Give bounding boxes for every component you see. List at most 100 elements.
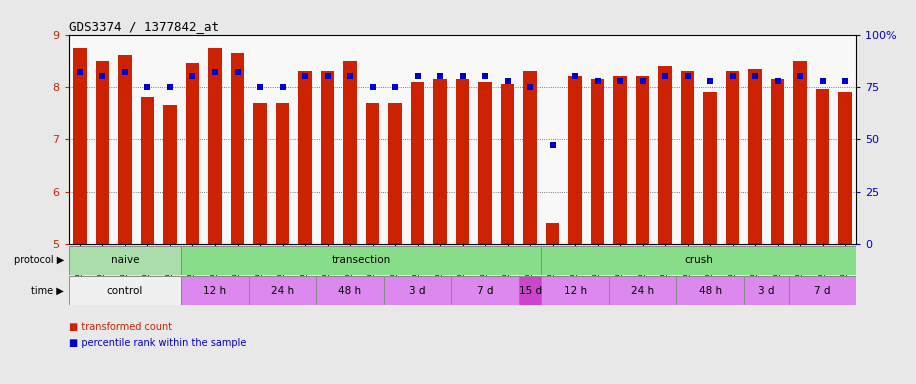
Point	[230, 69, 245, 75]
Bar	[299, 71, 311, 244]
Bar	[456, 79, 469, 244]
Point	[815, 78, 830, 84]
Point	[163, 84, 178, 90]
Bar	[316, 276, 384, 305]
Point	[410, 73, 425, 79]
Bar	[344, 61, 357, 244]
Bar	[725, 71, 739, 244]
Bar	[748, 69, 762, 244]
Bar	[659, 66, 672, 244]
Text: transection: transection	[332, 255, 391, 265]
Text: 3 d: 3 d	[409, 286, 426, 296]
Bar	[541, 276, 609, 305]
Point	[523, 84, 538, 90]
Point	[703, 78, 717, 84]
Point	[365, 84, 380, 90]
Bar	[541, 246, 856, 275]
Point	[500, 78, 515, 84]
Point	[478, 73, 493, 79]
Bar	[518, 276, 541, 305]
Text: 48 h: 48 h	[699, 286, 722, 296]
Bar	[95, 61, 109, 244]
Bar	[501, 84, 515, 244]
Bar	[73, 48, 87, 244]
Bar	[744, 276, 789, 305]
Point	[770, 78, 785, 84]
Point	[838, 78, 853, 84]
Bar	[676, 276, 744, 305]
Bar	[636, 76, 649, 244]
Bar	[568, 76, 582, 244]
Bar	[816, 89, 830, 244]
Bar	[118, 56, 132, 244]
Bar	[478, 82, 492, 244]
Bar	[181, 276, 249, 305]
Bar	[703, 92, 717, 244]
Point	[725, 73, 740, 79]
Text: 12 h: 12 h	[203, 286, 226, 296]
Point	[387, 84, 402, 90]
Bar	[365, 103, 379, 244]
Point	[568, 73, 583, 79]
Bar	[433, 79, 447, 244]
Point	[455, 73, 470, 79]
Text: time ▶: time ▶	[31, 286, 64, 296]
Bar	[523, 71, 537, 244]
Bar	[384, 276, 452, 305]
Point	[298, 73, 312, 79]
Point	[681, 73, 695, 79]
Bar	[452, 276, 518, 305]
Bar	[181, 246, 541, 275]
Bar	[321, 71, 334, 244]
Bar	[163, 105, 177, 244]
Bar	[614, 76, 627, 244]
Text: 24 h: 24 h	[631, 286, 654, 296]
Text: 7 d: 7 d	[814, 286, 831, 296]
Bar	[69, 246, 181, 275]
Point	[432, 73, 447, 79]
Bar	[681, 71, 694, 244]
Text: ■ transformed count: ■ transformed count	[69, 322, 172, 332]
Bar	[186, 63, 200, 244]
Bar	[546, 223, 560, 244]
Point	[275, 84, 289, 90]
Text: 12 h: 12 h	[563, 286, 586, 296]
Text: 48 h: 48 h	[339, 286, 362, 296]
Point	[253, 84, 267, 90]
Point	[95, 73, 110, 79]
Point	[185, 73, 200, 79]
Point	[117, 69, 132, 75]
Bar	[69, 276, 181, 305]
Text: protocol ▶: protocol ▶	[14, 255, 64, 265]
Point	[140, 84, 155, 90]
Bar	[838, 92, 852, 244]
Point	[658, 73, 672, 79]
Text: control: control	[107, 286, 143, 296]
Text: GDS3374 / 1377842_at: GDS3374 / 1377842_at	[69, 20, 219, 33]
Point	[321, 73, 335, 79]
Text: 3 d: 3 d	[758, 286, 775, 296]
Text: naive: naive	[111, 255, 139, 265]
Text: ■ percentile rank within the sample: ■ percentile rank within the sample	[69, 338, 246, 348]
Point	[72, 69, 87, 75]
Bar	[793, 61, 807, 244]
Point	[747, 73, 762, 79]
Bar	[208, 48, 222, 244]
Bar	[249, 276, 316, 305]
Bar	[771, 79, 784, 244]
Bar	[388, 103, 402, 244]
Point	[793, 73, 808, 79]
Point	[208, 69, 223, 75]
Bar	[276, 103, 289, 244]
Bar	[789, 276, 856, 305]
Text: crush: crush	[684, 255, 714, 265]
Point	[343, 73, 357, 79]
Bar	[410, 82, 424, 244]
Point	[590, 78, 605, 84]
Point	[613, 78, 627, 84]
Point	[636, 78, 650, 84]
Text: 7 d: 7 d	[477, 286, 494, 296]
Point	[545, 142, 560, 149]
Text: 24 h: 24 h	[271, 286, 294, 296]
Bar	[253, 103, 267, 244]
